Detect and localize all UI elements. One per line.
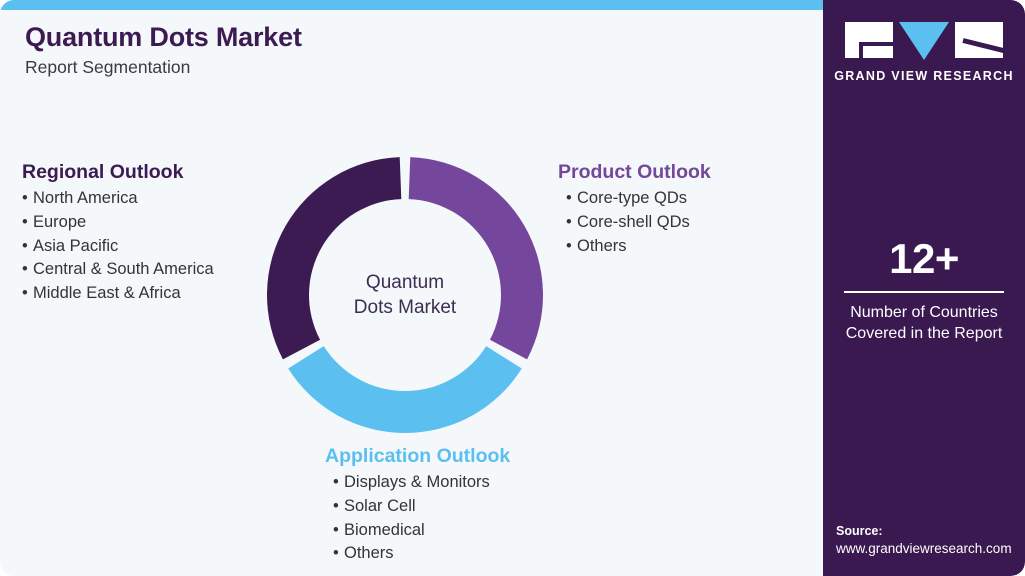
- list-item: • Middle East & Africa: [22, 282, 214, 306]
- header: Quantum Dots Market Report Segmentation: [25, 22, 302, 78]
- list-item-label: Displays & Monitors: [344, 473, 490, 492]
- logo-r-mark-icon: [955, 22, 1003, 58]
- list-item-label: Core-type QDs: [577, 189, 688, 208]
- bullet-icon: •: [22, 212, 28, 231]
- list-item-label: Solar Cell: [344, 496, 416, 515]
- stat-label-line-1: Number of Countries: [850, 304, 998, 321]
- list-item: • Displays & Monitors: [333, 471, 510, 495]
- product-outlook-heading: Product Outlook: [558, 161, 711, 183]
- side-panel: GRAND VIEW RESEARCH 12+ Number of Countr…: [823, 0, 1025, 576]
- list-item: • Others: [333, 542, 510, 566]
- list-item-label: Europe: [33, 212, 87, 231]
- application-outlook-block: Application Outlook • Displays & Monitors…: [325, 444, 510, 566]
- donut-segment-2: [288, 346, 522, 434]
- list-item: • Core-type QDs: [566, 187, 711, 211]
- donut-chart: Quantum Dots Market: [260, 150, 550, 440]
- bullet-icon: •: [22, 260, 28, 279]
- product-outlook-block: Product Outlook • Core-type QDs • Core-she…: [558, 160, 711, 258]
- list-item-label: Others: [577, 236, 627, 255]
- source-url[interactable]: www.grandviewresearch.com: [836, 541, 1012, 557]
- bullet-icon: •: [333, 544, 339, 563]
- regional-outlook-heading: Regional Outlook: [22, 161, 184, 183]
- list-item-label: Asia Pacific: [33, 236, 119, 255]
- list-item-label: Biomedical: [344, 520, 425, 539]
- logo-marks: [823, 22, 1025, 60]
- donut-segment-1: [408, 157, 543, 360]
- list-item: • Others: [566, 235, 711, 259]
- list-item-label: Central & South America: [33, 260, 214, 279]
- logo-wordmark: GRAND VIEW RESEARCH: [834, 69, 1014, 83]
- page-subtitle: Report Segmentation: [25, 57, 191, 78]
- top-accent-bar: [0, 0, 823, 10]
- bullet-icon: •: [566, 212, 572, 231]
- main-content-area: Quantum Dots Market Report Segmentation …: [0, 10, 823, 576]
- bullet-icon: •: [566, 189, 572, 208]
- stat-value: 12+: [889, 235, 959, 282]
- page-title: Quantum Dots Market: [25, 22, 302, 52]
- list-item-label: North America: [33, 189, 138, 208]
- regional-outlook-list: • North America • Europe • Asia Pacific • Ce…: [22, 187, 214, 305]
- bullet-icon: •: [333, 496, 339, 515]
- bullet-icon: •: [566, 236, 572, 255]
- application-outlook-list: • Displays & Monitors • Solar Cell • Biomed…: [325, 471, 510, 565]
- source-title: Source:: [836, 523, 883, 538]
- list-item: • Europe: [22, 211, 214, 235]
- application-outlook-heading: Application Outlook: [325, 445, 511, 467]
- logo-v-triangle-icon: [899, 22, 949, 60]
- stat-divider: [844, 291, 1004, 293]
- product-outlook-list: • Core-type QDs • Core-shell QDs • Others: [558, 187, 711, 258]
- bullet-icon: •: [22, 283, 28, 302]
- logo-g-mark-icon: [845, 22, 893, 58]
- country-count-stat: 12+ Number of Countries Covered in the R…: [823, 238, 1025, 345]
- list-item: • North America: [22, 187, 214, 211]
- donut-segment-3: [267, 157, 402, 360]
- list-item: • Asia Pacific: [22, 235, 214, 259]
- list-item-label: Middle East & Africa: [33, 283, 181, 302]
- bullet-icon: •: [333, 473, 339, 492]
- gvr-logo: GRAND VIEW RESEARCH: [823, 22, 1025, 83]
- list-item: • Biomedical: [333, 519, 510, 543]
- list-item: • Core-shell QDs: [566, 211, 711, 235]
- list-item: • Solar Cell: [333, 495, 510, 519]
- list-item-label: Others: [344, 544, 394, 563]
- bullet-icon: •: [22, 236, 28, 255]
- stat-label-line-2: Covered in the Report: [845, 325, 1003, 343]
- regional-outlook-block: Regional Outlook • North America • Europe …: [22, 160, 214, 305]
- bullet-icon: •: [22, 189, 28, 208]
- donut-chart-svg: [267, 157, 543, 434]
- list-item-label: Core-shell QDs: [577, 212, 690, 231]
- list-item: • Central & South America: [22, 258, 214, 282]
- bullet-icon: •: [333, 520, 339, 539]
- source-block: Source: www.grandviewresearch.com: [836, 523, 1025, 559]
